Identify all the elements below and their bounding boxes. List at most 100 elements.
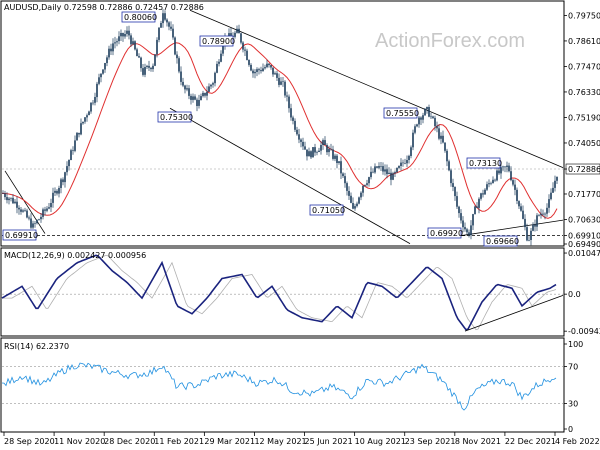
candle-body [502, 166, 504, 168]
candle-body [376, 166, 378, 168]
candle-body [152, 65, 154, 70]
candle-body [342, 173, 344, 177]
price-series [1, 9, 564, 246]
candle-body [196, 99, 198, 106]
candle-body [212, 83, 214, 85]
macd-line [1, 254, 557, 331]
candle-body [114, 42, 116, 44]
candle-body [328, 148, 330, 153]
annotation-box [466, 157, 501, 169]
annotation-0.80060: 0.80060 [121, 11, 157, 23]
candle-body [66, 166, 68, 173]
candle-body [76, 132, 78, 141]
annotation-label: 0.69910 [5, 231, 38, 240]
candle-body [272, 67, 274, 75]
candle-body [326, 145, 328, 153]
candle-body [296, 129, 298, 135]
rsi-tick-label: 70 [568, 363, 578, 372]
candle-body [446, 150, 448, 162]
candle-body [378, 166, 380, 168]
annotation-label: 0.69660 [486, 237, 519, 246]
candle-body [398, 166, 400, 168]
candle-body [300, 139, 302, 142]
candle-body [292, 117, 294, 121]
candle-body [286, 95, 288, 97]
candle-body [524, 218, 526, 228]
candle-body [294, 120, 296, 130]
candle-body [304, 146, 306, 150]
candle-body [142, 68, 144, 75]
candle-body [450, 170, 452, 184]
candle-body [316, 152, 318, 153]
price-tick-label: 0.77470 [568, 62, 600, 71]
x-tick-label: 11 Nov 2020 [54, 437, 105, 446]
candle-body [222, 44, 224, 54]
candle-body [68, 160, 70, 167]
candle-body [306, 149, 308, 157]
candle-body [4, 193, 6, 198]
candle-body [84, 117, 86, 122]
annotation-0.75550: 0.75550 [383, 107, 419, 119]
candle-body [544, 213, 546, 215]
macd-tick-label: -0.009426 [568, 327, 600, 336]
candle-body [350, 195, 352, 203]
candle-body [116, 41, 118, 43]
candle-body [546, 207, 548, 214]
candle-body [30, 218, 32, 228]
candle-body [208, 86, 210, 92]
candle-body [150, 67, 152, 70]
annotation-0.71050: 0.71050 [309, 204, 345, 216]
macd-panel [0, 247, 565, 337]
candle-body [534, 224, 536, 227]
candle-body [330, 148, 332, 150]
candle-body [488, 183, 490, 185]
candle-body [78, 132, 80, 135]
trend-line [4, 170, 46, 234]
candle-body [162, 13, 164, 24]
moving-average-line [1, 42, 558, 219]
candle-body [218, 61, 220, 64]
candle-body [194, 96, 196, 100]
candle-body [182, 81, 184, 86]
candle-body [280, 81, 282, 85]
candle-body [392, 173, 394, 180]
candle-body [438, 128, 440, 139]
candle-body [408, 155, 410, 160]
candle-body [254, 71, 256, 74]
candle-body [180, 71, 182, 82]
candle-body [214, 72, 216, 84]
candle-body [234, 32, 236, 37]
candle-body [456, 196, 458, 207]
candle-body [532, 224, 534, 231]
candle-body [364, 184, 366, 186]
candle-body [496, 170, 498, 181]
candle-body [366, 183, 368, 185]
candle-body [58, 188, 60, 194]
candle-body [188, 88, 190, 96]
candle-body [414, 126, 416, 133]
candle-body [256, 69, 258, 72]
candle-body [102, 69, 104, 74]
candle-body [442, 135, 444, 143]
candle-body [522, 210, 524, 219]
candle-body [8, 198, 10, 201]
candle-body [172, 28, 174, 38]
candle-body [536, 215, 538, 227]
trend-support-line [459, 219, 564, 237]
candle-body [530, 230, 532, 240]
candle-body [388, 172, 390, 175]
annotation-0.69660: 0.69660 [483, 235, 519, 247]
price-tick-label: 0.69490 [568, 240, 600, 249]
candle-body [348, 191, 350, 196]
candle-body [368, 177, 370, 184]
macd-tick-label: 0.010472 [568, 249, 600, 258]
candle-body [94, 97, 96, 103]
candle-body [88, 111, 90, 116]
price-tick-label: 0.79750 [568, 11, 600, 20]
candle-body [202, 92, 204, 97]
candle-body [440, 135, 442, 139]
candle-body [48, 207, 50, 209]
annotation-0.69920: 0.69920 [427, 227, 463, 239]
candle-body [510, 171, 512, 181]
candle-body [252, 70, 254, 74]
